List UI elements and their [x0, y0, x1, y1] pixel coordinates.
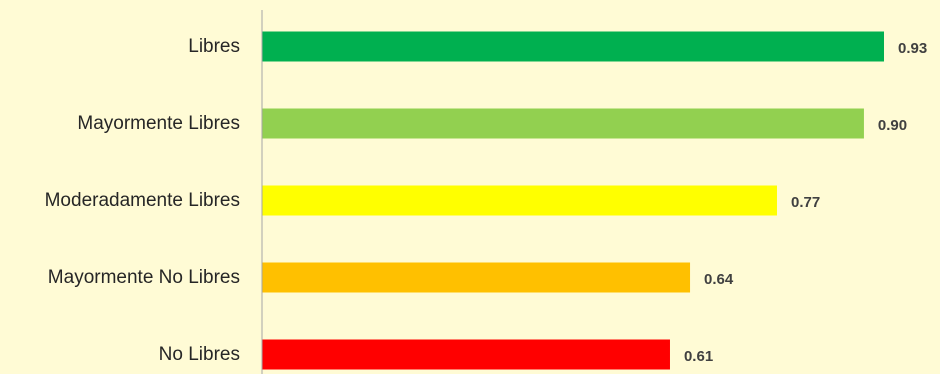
- value-label-mayormente-no-libres: 0.64: [704, 271, 734, 288]
- bar-libres: [262, 31, 884, 62]
- category-label-no-libres: No Libres: [159, 344, 240, 365]
- category-label-mayormente-libres: Mayormente Libres: [77, 113, 240, 134]
- category-label-moderadamente-libres: Moderadamente Libres: [45, 190, 240, 211]
- value-label-mayormente-libres: 0.90: [878, 117, 907, 134]
- bar-mayormente-no-libres: [262, 262, 691, 293]
- bar-mayormente-libres: [262, 108, 864, 139]
- value-label-no-libres: 0.61: [684, 348, 713, 365]
- bars-group: Libres 0.93 Mayormente Libres 0.90 Moderadam…: [45, 31, 927, 370]
- bar-moderadamente-libres: [262, 185, 777, 216]
- category-label-libres: Libres: [188, 36, 240, 57]
- category-label-mayormente-no-libres: Mayormente No Libres: [48, 267, 240, 288]
- value-label-libres: 0.93: [898, 40, 927, 57]
- bar-no-libres: [262, 339, 670, 370]
- value-label-moderadamente-libres: 0.77: [791, 194, 820, 211]
